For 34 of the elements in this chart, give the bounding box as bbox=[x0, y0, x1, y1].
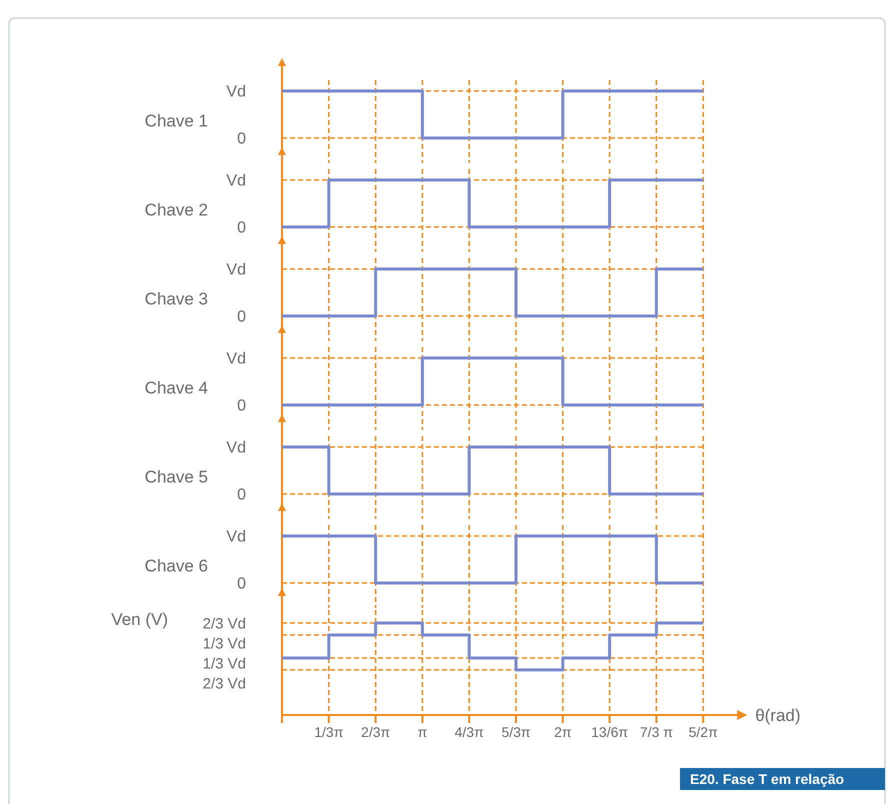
x-tick-label: 2/3π bbox=[361, 724, 390, 740]
y-axis-title: Chave 2 bbox=[144, 200, 208, 220]
text: 0 bbox=[237, 220, 246, 237]
y-axis-title: Chave 4 bbox=[144, 378, 208, 398]
text: Vd bbox=[226, 262, 246, 279]
text: 0 bbox=[237, 130, 246, 148]
text: Vd bbox=[226, 172, 246, 190]
x-tick-label: 7/3 π bbox=[640, 724, 674, 740]
text: Vd bbox=[226, 528, 246, 546]
x-tick-label: 4/3π bbox=[454, 724, 484, 740]
text: Vd bbox=[226, 84, 246, 101]
text: 0 bbox=[237, 576, 246, 593]
text: 1/3 Vd bbox=[202, 635, 246, 652]
y-axis-title: Chave 1 bbox=[144, 111, 208, 130]
x-tick-label: 2π bbox=[554, 724, 572, 740]
x-tick-label: 13/6π bbox=[591, 724, 628, 740]
y-axis-title: Chave 5 bbox=[144, 467, 208, 486]
text: 0 bbox=[237, 486, 246, 504]
text: 2/3 Vd bbox=[202, 675, 246, 692]
text: Vd bbox=[226, 350, 246, 368]
x-axis-title: θ(rad) bbox=[755, 706, 801, 725]
x-tick-label: 5/3π bbox=[501, 724, 531, 740]
x-tick-label: π bbox=[418, 724, 428, 740]
text: 2/3 Vd bbox=[202, 615, 246, 632]
y-axis-title: Chave 6 bbox=[144, 556, 208, 576]
text: Vd bbox=[226, 440, 246, 457]
text: 1/3 Vd bbox=[202, 655, 246, 672]
y-axis-title: Ven (V) bbox=[111, 610, 168, 629]
text: 0 bbox=[237, 308, 246, 326]
y-axis-title: Chave 3 bbox=[144, 289, 208, 308]
text: 0 bbox=[237, 398, 246, 415]
x-tick-label: 5/2π bbox=[688, 724, 718, 740]
x-tick-label: 1/3π bbox=[314, 724, 344, 740]
text: E20. Fase T em relação bbox=[690, 771, 844, 787]
